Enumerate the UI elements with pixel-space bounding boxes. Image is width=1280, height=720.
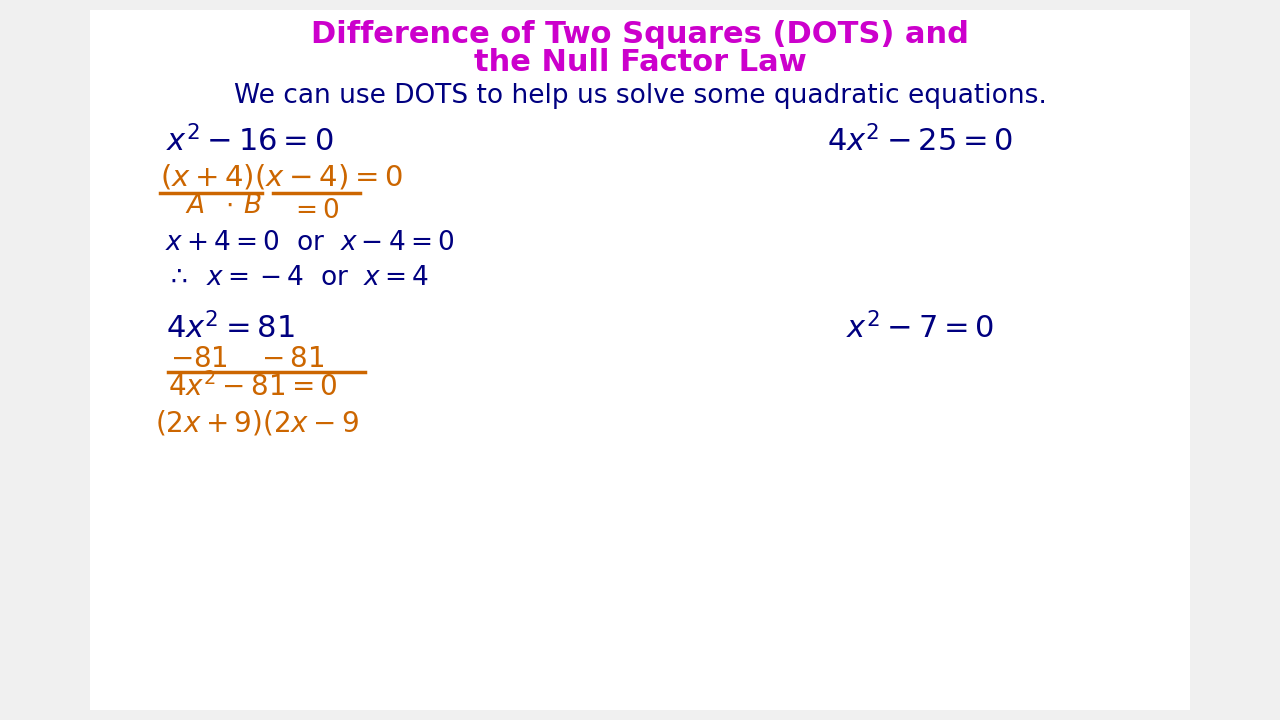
Text: $\cdot$: $\cdot$ xyxy=(225,193,233,219)
Text: $4x^2 - 25 = 0$: $4x^2 - 25 = 0$ xyxy=(827,125,1014,158)
Text: $x^2 - 16 = 0$: $x^2 - 16 = 0$ xyxy=(166,125,334,158)
Text: $\therefore \;\; x = -4$  or  $x = 4$: $\therefore \;\; x = -4$ or $x = 4$ xyxy=(165,265,429,291)
Text: $4x^2 = 81$: $4x^2 = 81$ xyxy=(165,312,294,344)
Text: $A$: $A$ xyxy=(186,193,205,219)
Text: $B$: $B$ xyxy=(243,193,261,219)
Text: $= 0$: $= 0$ xyxy=(291,198,339,224)
Text: $(x+4)(x-4) = 0$: $(x+4)(x-4) = 0$ xyxy=(160,162,403,191)
Text: $(2x+9)(2x-9$: $(2x+9)(2x-9$ xyxy=(155,408,360,437)
Text: $x + 4 = 0$  or  $x - 4 = 0$: $x + 4 = 0$ or $x - 4 = 0$ xyxy=(165,230,454,256)
Text: the Null Factor Law: the Null Factor Law xyxy=(474,48,806,77)
Text: Difference of Two Squares (DOTS) and: Difference of Two Squares (DOTS) and xyxy=(311,20,969,49)
FancyBboxPatch shape xyxy=(90,10,1190,710)
Text: $x^2 - 7 = 0$: $x^2 - 7 = 0$ xyxy=(846,312,995,344)
Text: We can use DOTS to help us solve some quadratic equations.: We can use DOTS to help us solve some qu… xyxy=(233,83,1047,109)
Text: $-81 \quad -81$: $-81 \quad -81$ xyxy=(170,345,324,373)
Text: $4x^2 - 81 = 0$: $4x^2 - 81 = 0$ xyxy=(168,372,338,402)
